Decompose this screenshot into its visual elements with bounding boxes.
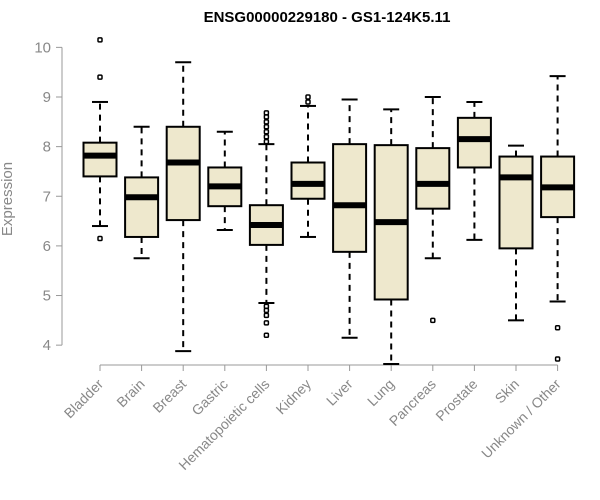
box-kidney — [290, 94, 326, 238]
outlier-point — [97, 37, 103, 43]
outlier-point — [263, 110, 270, 116]
box-brain — [124, 125, 160, 260]
x-tick-label: Kidney — [273, 376, 315, 418]
outlier-point — [263, 124, 270, 130]
iqr-box — [290, 161, 326, 200]
x-tick-label: Unknown / Other — [478, 376, 564, 462]
y-tick-label: 7 — [43, 188, 51, 205]
x-tick-label: Liver — [323, 376, 356, 409]
outlier-point — [263, 312, 270, 319]
x-tick-label: Prostate — [432, 376, 480, 424]
iqr-box — [165, 125, 201, 222]
x-tick-label: Lung — [364, 376, 397, 409]
boxes-group — [82, 37, 576, 366]
iqr-box — [415, 147, 451, 210]
iqr-box — [498, 155, 534, 250]
y-axis-label: Expression — [0, 162, 16, 236]
outlier-point — [554, 325, 561, 331]
y-tick-label: 9 — [43, 89, 51, 106]
outlier-point — [97, 74, 103, 80]
iqr-box — [124, 176, 160, 238]
box-breast — [165, 61, 201, 353]
x-tick-label: Brain — [113, 376, 147, 410]
outlier-point — [430, 317, 436, 324]
outlier-point — [263, 332, 270, 338]
outlier-point — [263, 128, 270, 135]
outlier-point — [263, 133, 270, 140]
iqr-box — [82, 141, 118, 178]
outlier-point — [305, 99, 311, 105]
chart-title: ENSG00000229180 - GS1-124K5.11 — [204, 9, 451, 26]
box-skin — [498, 144, 534, 322]
outlier-point — [263, 303, 270, 310]
y-tick-label: 10 — [34, 39, 51, 56]
y-tick-label: 6 — [43, 238, 51, 255]
iqr-box — [332, 143, 368, 253]
y-tick-label: 4 — [43, 337, 51, 354]
box-liver — [332, 98, 368, 339]
y-axis: 4 5 6 7 8 9 10 — [34, 39, 63, 354]
outlier-point — [263, 119, 270, 125]
outlier-point — [97, 235, 103, 242]
box-gastric — [207, 130, 243, 232]
iqr-box — [456, 116, 492, 169]
box-pancreas — [415, 96, 451, 324]
outlier-point — [305, 94, 311, 100]
outlier-point — [554, 356, 561, 362]
x-tick-label: Skin — [492, 376, 523, 407]
outlier-point — [263, 320, 270, 326]
y-tick-label: 5 — [43, 288, 51, 305]
y-tick-label: 8 — [43, 139, 51, 156]
box-hematopoietic-cells — [248, 110, 284, 338]
box-lung — [373, 108, 409, 366]
x-tick-label: Bladder — [61, 376, 107, 422]
box-unknown-other — [540, 75, 576, 362]
box-bladder — [82, 37, 118, 242]
box-prostate — [456, 100, 492, 241]
outlier-point — [263, 138, 270, 145]
x-tick-label: Breast — [149, 376, 189, 416]
